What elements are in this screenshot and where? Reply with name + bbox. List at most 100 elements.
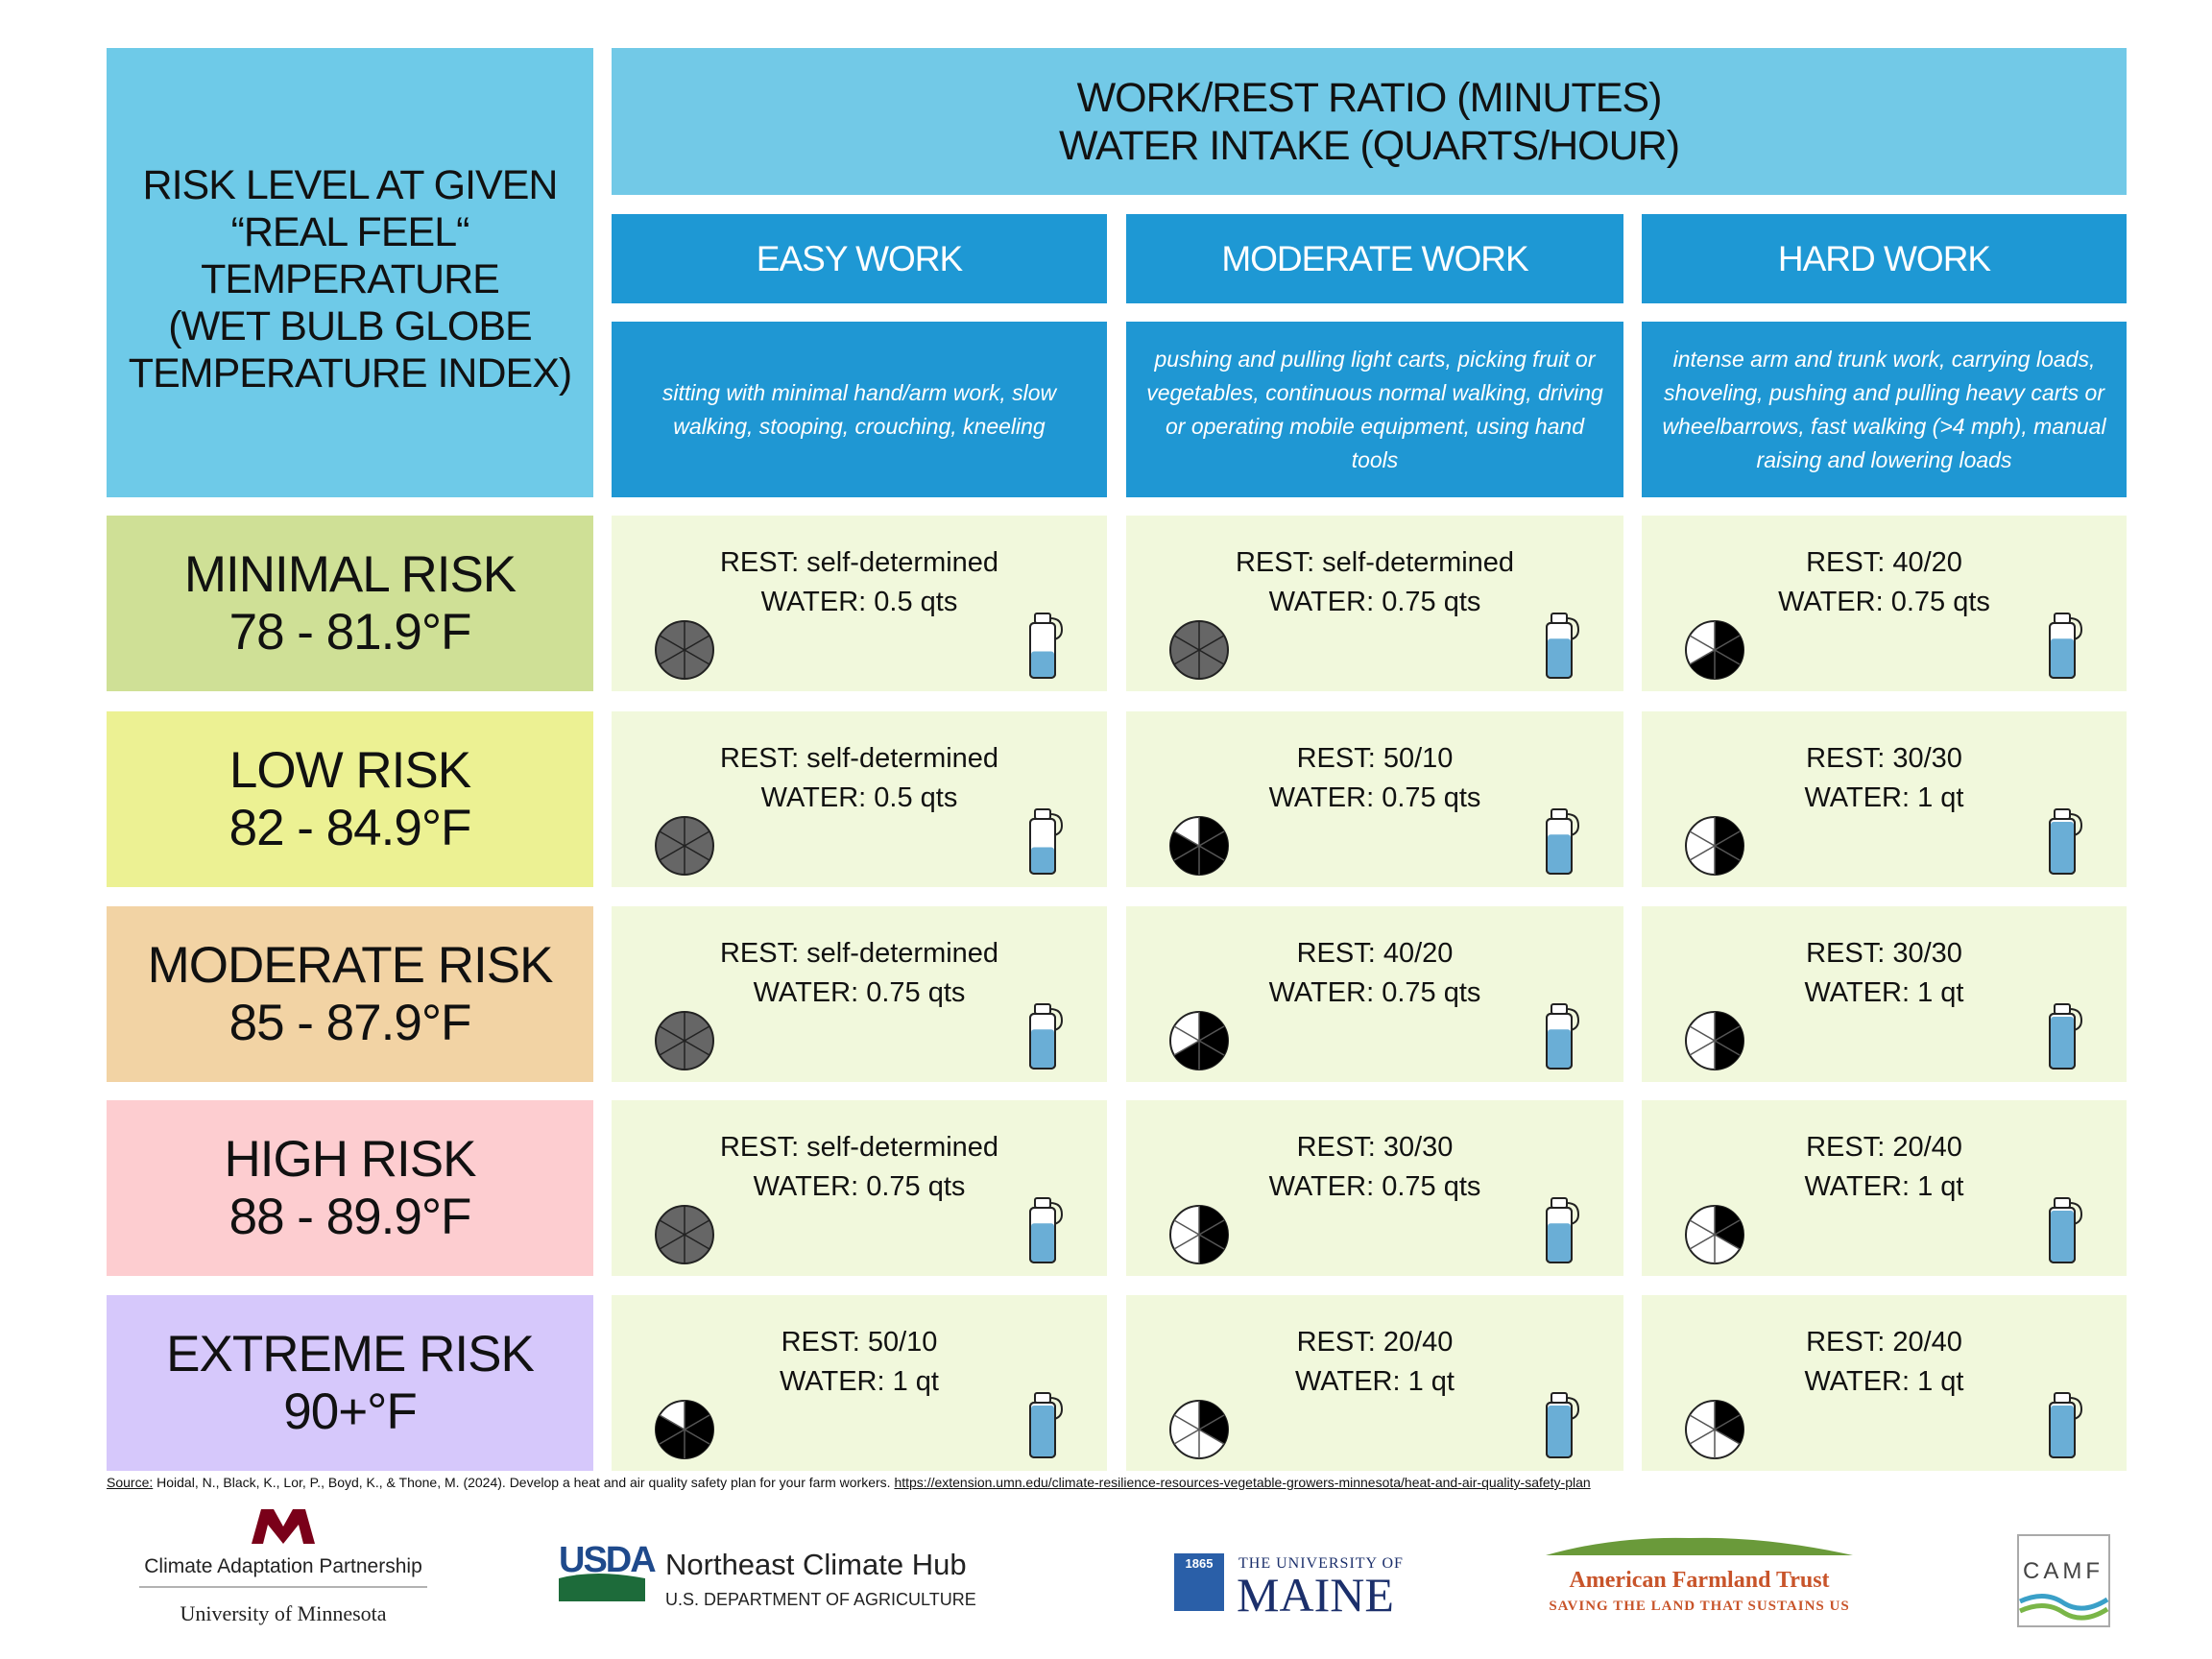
- usda-line1: Northeast Climate Hub: [665, 1548, 967, 1581]
- risk-range: 88 - 89.9°F: [228, 1188, 472, 1245]
- top-header-line: WORK/REST RATIO (MINUTES): [1076, 74, 1663, 121]
- water-level: [1548, 834, 1571, 873]
- water-text: WATER: 0.5 qts: [760, 587, 958, 617]
- left-header-line: RISK LEVEL AT GIVEN: [142, 161, 559, 208]
- pie-divider: [1173, 830, 1200, 847]
- left-header-line: TEMPERATURE INDEX): [128, 349, 572, 397]
- pie-divider: [1198, 1025, 1225, 1042]
- pie-divider: [1689, 649, 1716, 665]
- rest-text: REST: 50/10: [1296, 743, 1454, 774]
- bottle-outline: [2049, 622, 2076, 679]
- bottle-handle: [1566, 813, 1580, 836]
- water-level: [1548, 1029, 1571, 1068]
- pie-divider: [1198, 1429, 1225, 1445]
- cell-icons: [1169, 1392, 1580, 1459]
- cell-icons: [1685, 808, 2083, 876]
- pie-divider: [1714, 1429, 1741, 1445]
- pie-divider: [1198, 1414, 1225, 1431]
- bottle-handle: [2069, 617, 2083, 640]
- risk-label: MODERATE RISK 85 - 87.9°F: [107, 906, 593, 1082]
- pie-divider: [684, 649, 710, 665]
- water-text: WATER: 1 qt: [1804, 1366, 1964, 1397]
- risk-level: EXTREME RISK: [166, 1325, 535, 1382]
- pie-divider: [1689, 1040, 1716, 1056]
- water-level: [1548, 1406, 1571, 1456]
- source-text: Hoidal, N., Black, K., Lor, P., Boyd, K.…: [156, 1475, 891, 1490]
- bottle-outline: [1029, 1207, 1056, 1263]
- pie-divider: [1689, 1429, 1716, 1445]
- usda-wave: [559, 1574, 645, 1601]
- bottle-handle: [1049, 1008, 1064, 1031]
- cell: REST: 40/20 WATER: 0.75 qts: [1642, 516, 2127, 691]
- pie-divider: [684, 830, 710, 847]
- rest-text: REST: 30/30: [1806, 938, 1962, 969]
- left-header-line: “REAL FEEL“: [230, 208, 470, 255]
- cell: REST: 50/10 WATER: 0.75 qts: [1126, 711, 1623, 887]
- pie-divider: [1714, 1040, 1741, 1056]
- work-wedge: [1690, 621, 1743, 679]
- bottle-handle: [2069, 1397, 2083, 1420]
- cell-icons: [655, 1392, 1064, 1459]
- cell-icons: [1169, 808, 1580, 876]
- pie-divider: [1689, 1414, 1716, 1431]
- rest-text: REST: 20/40: [1806, 1327, 1962, 1358]
- bottle-handle: [1566, 617, 1580, 640]
- cell: REST: 30/30 WATER: 1 qt: [1642, 906, 2127, 1082]
- bottle-outline: [1546, 1402, 1573, 1458]
- usda-mark: USDA: [559, 1540, 656, 1580]
- water-level: [1031, 1223, 1054, 1262]
- cell: REST: self-determined WATER: 0.75 qts: [612, 906, 1107, 1082]
- work-wedge: [1715, 817, 1743, 875]
- bottle-cap: [2054, 1392, 2071, 1404]
- bottle-handle: [1049, 813, 1064, 836]
- bottle-outline: [1029, 1402, 1056, 1458]
- aft-line2: SAVING THE LAND THAT SUSTAINS US: [1549, 1599, 1849, 1614]
- bottle-outline: [2049, 1013, 2076, 1070]
- cell: REST: self-determined WATER: 0.5 qts: [612, 516, 1107, 691]
- bottle-outline: [1546, 622, 1573, 679]
- risk-level: LOW RISK: [228, 741, 471, 799]
- pie-divider: [1714, 1234, 1741, 1250]
- pie-divider: [659, 830, 685, 847]
- rest-text: REST: self-determined: [719, 547, 999, 578]
- rest-text: REST: self-determined: [1235, 547, 1515, 578]
- rest-text: REST: 50/10: [781, 1327, 938, 1358]
- water-text: WATER: 1 qt: [780, 1366, 939, 1397]
- pie-divider: [1714, 649, 1741, 665]
- pie-divider: [659, 1234, 685, 1250]
- bottle-handle: [1049, 1397, 1064, 1420]
- umn-line1: Climate Adaptation Partnership: [144, 1555, 422, 1577]
- bottle-cap: [1551, 613, 1568, 624]
- maine-line1: THE UNIVERSITY OF: [1238, 1555, 1404, 1572]
- bottle-cap: [1551, 1197, 1568, 1209]
- risk-range: 82 - 84.9°F: [228, 799, 472, 856]
- bottle-handle: [2069, 1008, 2083, 1031]
- source: Source: Hoidal, N., Black, K., Lor, P., …: [107, 1475, 1591, 1490]
- pie-divider: [1198, 649, 1225, 665]
- pie-divider: [1689, 1025, 1716, 1042]
- water-level: [2051, 822, 2074, 873]
- pie-divider: [659, 649, 685, 665]
- pie-divider: [1689, 635, 1716, 651]
- bottle-outline: [2049, 1402, 2076, 1458]
- cell-icons: [1685, 1392, 2083, 1459]
- water-text: WATER: 0.75 qts: [753, 977, 966, 1008]
- pie-divider: [1198, 635, 1225, 651]
- work-wedge: [1199, 1206, 1228, 1263]
- cell: REST: 30/30 WATER: 1 qt: [1642, 711, 2127, 887]
- risk-label: HIGH RISK 88 - 89.9°F: [107, 1100, 593, 1276]
- top-header-line: WATER INTAKE (QUARTS/HOUR): [1058, 122, 1680, 169]
- aft-line1: American Farmland Trust: [1569, 1568, 1829, 1593]
- risk-range: 85 - 87.9°F: [228, 994, 472, 1051]
- cell: REST: 40/20 WATER: 0.75 qts: [1126, 906, 1623, 1082]
- rest-text: REST: 30/30: [1296, 1132, 1454, 1163]
- bottle-outline: [1546, 1013, 1573, 1070]
- camf-wave: [2018, 1594, 2109, 1611]
- pie-divider: [1714, 1414, 1741, 1431]
- bottle-outline: [1029, 1013, 1056, 1070]
- bottle-cap: [2054, 1197, 2071, 1209]
- source-url: https://extension.umn.edu/climate-resili…: [894, 1475, 1591, 1490]
- pie-divider: [684, 1429, 710, 1445]
- water-level: [2051, 1017, 2074, 1068]
